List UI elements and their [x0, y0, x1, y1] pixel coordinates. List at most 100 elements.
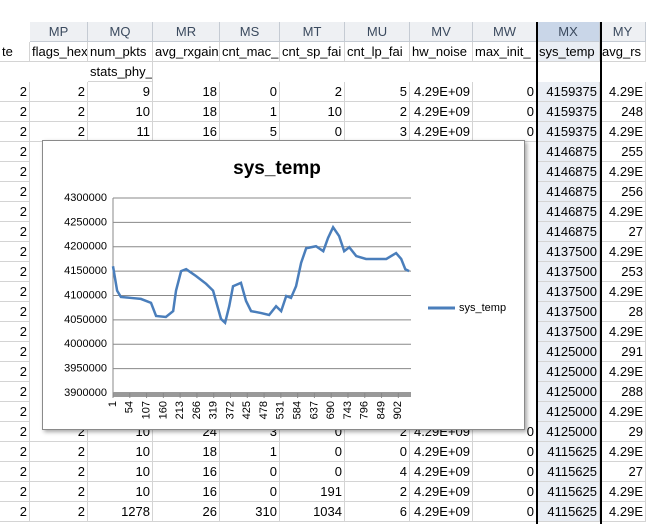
cell[interactable]: 3 [345, 122, 410, 142]
cell[interactable]: 4146875 [537, 222, 600, 242]
cell[interactable]: 0 [473, 82, 537, 102]
cell[interactable]: 10 [280, 102, 345, 122]
cell[interactable]: 11 [88, 122, 153, 142]
cell[interactable]: 0 [220, 82, 280, 102]
cell[interactable]: 4115625 [537, 462, 600, 482]
cell[interactable]: 0 [473, 102, 537, 122]
cell[interactable]: 4125000 [537, 422, 600, 442]
cell[interactable]: 0 [220, 482, 280, 502]
cell[interactable]: 4137500 [537, 282, 600, 302]
cell[interactable]: 2 [280, 82, 345, 102]
cell[interactable]: 10 [88, 442, 153, 462]
cell[interactable]: 2 [0, 102, 30, 122]
cell[interactable]: 0 [473, 502, 537, 522]
column-header[interactable]: MX [537, 22, 600, 42]
cell[interactable]: 2 [30, 122, 88, 142]
cell[interactable]: 2 [0, 442, 30, 462]
cell[interactable]: 0 [280, 462, 345, 482]
cell[interactable]: 4159375 [537, 122, 600, 142]
cell[interactable]: 2 [0, 162, 30, 182]
column-header[interactable]: MR [153, 22, 220, 42]
cell[interactable]: 2 [0, 462, 30, 482]
cell[interactable]: 2 [0, 222, 30, 242]
cell[interactable]: 288 [600, 382, 646, 402]
cell[interactable]: 191 [280, 482, 345, 502]
cell[interactable]: 4.29E [600, 442, 646, 462]
cell[interactable]: 4146875 [537, 162, 600, 182]
cell[interactable]: 0 [345, 442, 410, 462]
cell[interactable]: 2 [0, 482, 30, 502]
cell[interactable]: 10 [88, 462, 153, 482]
cell[interactable]: 18 [153, 82, 220, 102]
cell[interactable]: 2 [30, 482, 88, 502]
cell[interactable]: 4125000 [537, 362, 600, 382]
header-cell[interactable]: hw_noise [410, 42, 473, 62]
header-cell[interactable]: max_init_ [473, 42, 537, 62]
column-header[interactable]: MP [30, 22, 88, 42]
cell[interactable]: 4146875 [537, 142, 600, 162]
cell[interactable]: 0 [473, 122, 537, 142]
cell[interactable]: 1278 [88, 502, 153, 522]
cell[interactable]: 2 [30, 442, 88, 462]
cell[interactable]: 2 [0, 402, 30, 422]
cell[interactable]: 310 [220, 502, 280, 522]
cell[interactable]: 4.29E+09 [410, 502, 473, 522]
cell[interactable]: 1 [220, 442, 280, 462]
cell[interactable]: 291 [600, 342, 646, 362]
cell[interactable]: 2 [0, 502, 30, 522]
cell[interactable]: 2 [0, 202, 30, 222]
cell[interactable]: 5 [345, 82, 410, 102]
cell[interactable]: 2 [0, 242, 30, 262]
cell[interactable]: 4 [345, 462, 410, 482]
header-cell[interactable]: avg_rs [600, 42, 646, 62]
cell[interactable]: 256 [600, 182, 646, 202]
cell[interactable]: 2 [0, 382, 30, 402]
cell[interactable]: 4.29E+09 [410, 102, 473, 122]
cell[interactable]: 0 [280, 122, 345, 142]
cell[interactable]: 4137500 [537, 322, 600, 342]
cell[interactable]: 4115625 [537, 442, 600, 462]
cell[interactable]: 248 [600, 102, 646, 122]
cell[interactable]: 4.29E [600, 242, 646, 262]
cell[interactable]: 10 [88, 102, 153, 122]
cell[interactable]: 4.29E [600, 362, 646, 382]
cell[interactable]: 4159375 [537, 102, 600, 122]
cell[interactable]: 2 [0, 422, 30, 442]
cell[interactable]: 2 [30, 422, 88, 442]
cell[interactable]: 4.29E [600, 162, 646, 182]
header-cell[interactable]: num_pkts [88, 42, 153, 62]
header-cell[interactable]: te [0, 42, 30, 62]
cell[interactable]: 253 [600, 262, 646, 282]
cell[interactable]: 2 [0, 362, 30, 382]
header-cell[interactable]: flags_hex [30, 42, 88, 62]
cell[interactable]: 255 [600, 142, 646, 162]
cell[interactable]: 4.29E+09 [410, 122, 473, 142]
cell[interactable]: 18 [153, 102, 220, 122]
chart-box[interactable]: sys_temp 3900000 3950000 4000000 4050000 410… [42, 140, 525, 430]
header-cell[interactable]: sys_temp [537, 42, 600, 62]
cell[interactable]: 9 [88, 82, 153, 102]
cell[interactable]: 10 [88, 482, 153, 502]
cell[interactable]: 4.29E [600, 322, 646, 342]
cell[interactable]: 2 [30, 102, 88, 122]
header-cell[interactable]: cnt_lp_fai [345, 42, 410, 62]
cell[interactable]: 2 [345, 422, 410, 442]
column-header[interactable]: MQ [88, 22, 153, 42]
cell[interactable]: 2 [0, 142, 30, 162]
cell[interactable]: 6 [345, 502, 410, 522]
cell[interactable]: 4.29E [600, 482, 646, 502]
column-header[interactable]: MS [220, 22, 280, 42]
cell[interactable]: 4159375 [537, 82, 600, 102]
cell[interactable]: 27 [600, 462, 646, 482]
cell[interactable]: 0 [220, 462, 280, 482]
cell[interactable]: 4.29E+09 [410, 82, 473, 102]
cell[interactable]: 4.29E [600, 122, 646, 142]
cell[interactable]: 2 [0, 302, 30, 322]
cell[interactable]: 0 [280, 442, 345, 462]
cell[interactable]: 4.29E+09 [410, 462, 473, 482]
cell[interactable]: 2 [0, 262, 30, 282]
cell[interactable]: 4.29E+09 [410, 482, 473, 502]
cell[interactable]: 16 [153, 462, 220, 482]
cell[interactable]: 2 [0, 342, 30, 362]
cell[interactable]: 1 [220, 102, 280, 122]
